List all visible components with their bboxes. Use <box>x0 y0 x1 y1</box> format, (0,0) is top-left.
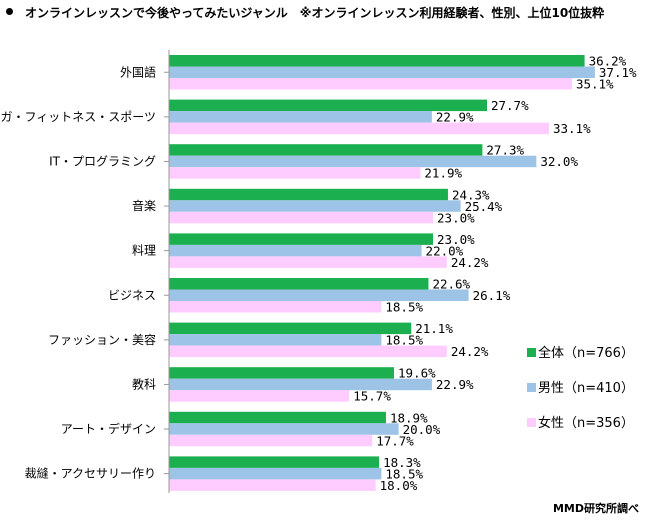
bar <box>169 345 447 358</box>
bar-value-label: 18.5% <box>385 300 423 315</box>
bar <box>169 256 447 268</box>
bar <box>169 334 382 346</box>
legend-swatch-female <box>527 418 536 427</box>
bar-value-label: 22.0% <box>426 243 464 258</box>
source-credit: MMD研究所調べ <box>552 502 639 515</box>
legend-swatch-male <box>527 383 536 392</box>
bar <box>169 423 399 435</box>
bar-value-label: 15.7% <box>353 389 391 404</box>
bar-value-label: 21.1% <box>415 321 453 336</box>
legend-label-total: 全体（n=766） <box>538 346 634 361</box>
bar-value-label: 20.0% <box>403 422 441 437</box>
category-label: 裁縫・アクセサリー作り <box>25 466 156 481</box>
bar <box>169 467 382 480</box>
bar <box>169 244 422 257</box>
bar-value-label: 21.9% <box>424 166 462 181</box>
bar <box>169 479 376 491</box>
bar-value-label: 24.2% <box>451 255 489 270</box>
bar <box>169 322 412 335</box>
bar-value-label: 23.0% <box>437 210 475 225</box>
bar-value-label: 23.0% <box>437 232 475 247</box>
category-label: 音楽 <box>132 198 156 213</box>
bar-value-label: 24.3% <box>452 187 490 202</box>
bar-value-label: 18.9% <box>390 410 428 425</box>
category-label: ヨガ・フィットネス・スポーツ <box>0 110 156 124</box>
bar <box>169 456 380 468</box>
bar <box>169 367 395 379</box>
category-label: 料理 <box>132 244 156 258</box>
bar <box>169 55 585 67</box>
bar <box>169 390 350 402</box>
legend-label-female: 女性（n=356） <box>538 416 634 431</box>
bar-value-label: 17.7% <box>376 433 414 448</box>
category-label: IT・プログラミング <box>49 154 156 168</box>
bar-value-label: 19.6% <box>398 366 436 381</box>
bar <box>169 434 373 447</box>
bar-value-label: 22.9% <box>436 377 474 392</box>
bar <box>169 144 483 156</box>
bar-value-label: 18.5% <box>385 466 423 481</box>
chart-title-text: オンラインレッスンで今後やってみたいジャンル ※オンラインレッスン利用経験者、性… <box>25 6 605 20</box>
bar-value-label: 26.1% <box>473 288 511 303</box>
category-label: アート・デザイン <box>61 421 156 436</box>
bar-value-label: 25.4% <box>465 199 503 214</box>
bar-value-label: 18.5% <box>385 333 423 348</box>
bar-value-label: 27.3% <box>486 143 524 158</box>
bar <box>169 167 421 179</box>
bar-value-label: 33.1% <box>553 121 591 136</box>
bar-value-label: 22.6% <box>432 277 470 292</box>
bar-value-label: 32.0% <box>540 154 578 169</box>
bar <box>169 411 386 424</box>
bar <box>169 289 469 301</box>
legend-item-total: 全体（n=766） <box>527 342 634 361</box>
bar <box>169 99 487 112</box>
category-label: ビジネス <box>108 288 156 302</box>
bar <box>169 66 595 78</box>
bar-value-label: 18.0% <box>380 478 418 493</box>
bar-value-label: 36.2% <box>589 54 627 69</box>
legend-item-male: 男性（n=410） <box>527 377 634 396</box>
bar <box>169 155 537 168</box>
category-label: 外国語 <box>120 64 156 79</box>
bar <box>169 188 448 201</box>
bar <box>169 233 434 245</box>
bar-value-label: 22.9% <box>436 110 474 125</box>
bullet-icon <box>6 8 13 15</box>
legend-swatch-total <box>527 348 536 357</box>
bar-value-label: 24.2% <box>451 344 489 359</box>
bar <box>169 122 549 135</box>
bar <box>169 111 432 123</box>
category-label: ファッション・美容 <box>48 332 156 347</box>
bar-value-label: 18.3% <box>383 455 421 470</box>
bar <box>169 78 572 90</box>
bar-value-label: 27.7% <box>491 98 529 113</box>
legend-item-female: 女性（n=356） <box>527 412 634 431</box>
bar <box>169 211 434 224</box>
category-label: 教科 <box>132 376 156 391</box>
bar <box>169 378 432 391</box>
chart-title: オンラインレッスンで今後やってみたいジャンル ※オンラインレッスン利用経験者、性… <box>6 4 604 21</box>
bar <box>169 200 461 212</box>
bar <box>169 278 429 290</box>
bar-value-label: 37.1% <box>599 65 637 80</box>
bar-value-label: 35.1% <box>576 77 614 92</box>
legend-label-male: 男性（n=410） <box>538 381 634 396</box>
bar <box>169 301 382 313</box>
